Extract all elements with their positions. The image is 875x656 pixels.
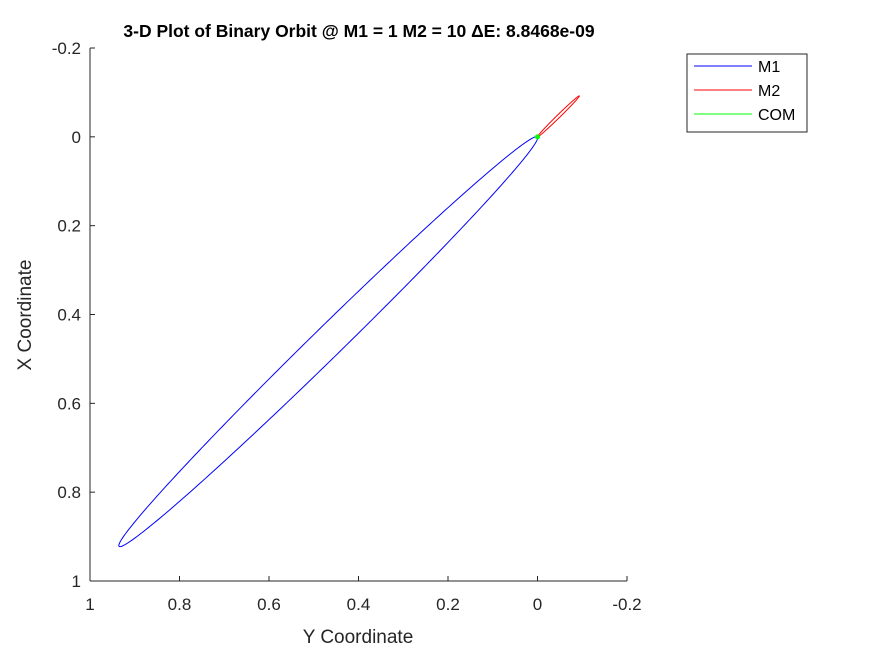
y-tick-label: 0.4 — [57, 306, 81, 325]
x-tick-label: 0.6 — [257, 595, 281, 614]
x-ticks: 1 0.8 0.6 0.4 0.2 0 -0.2 — [85, 576, 642, 614]
y-tick-label: -0.2 — [52, 39, 81, 58]
x-tick-label: 0.4 — [347, 595, 371, 614]
y-axis-label: X Coordinate — [15, 260, 36, 371]
legend: M1 M2 COM — [686, 53, 808, 133]
x-axis-label: Y Coordinate — [303, 627, 414, 648]
legend-items: M1 M2 COM — [694, 59, 795, 124]
y-ticks: -0.2 0 0.2 0.4 0.6 0.8 1 — [52, 39, 95, 591]
y-tick-label: 0 — [72, 128, 81, 147]
y-tick-label: 0.2 — [57, 217, 81, 236]
y-tick-label: 0.8 — [57, 483, 81, 502]
series-layer — [118, 95, 580, 548]
x-tick-label: 0 — [533, 595, 542, 614]
x-tick-label: -0.2 — [612, 595, 641, 614]
legend-label-m1: M1 — [758, 59, 780, 76]
y-tick-label: 1 — [72, 572, 81, 591]
chart-title: 3-D Plot of Binary Orbit @ M1 = 1 M2 = 1… — [123, 21, 594, 41]
y-tick-label: 0.6 — [57, 394, 81, 413]
legend-label-m2: M2 — [758, 83, 780, 100]
plot-area: 1 0.8 0.6 0.4 0.2 0 -0.2 -0.2 0 0.2 0.4 0.6 0.8 1 — [52, 39, 642, 614]
legend-label-com: COM — [758, 107, 795, 124]
x-tick-label: 0.8 — [168, 595, 192, 614]
legend-box — [686, 53, 808, 133]
x-tick-label: 0.2 — [436, 595, 460, 614]
com-point — [535, 134, 540, 140]
x-tick-label: 1 — [85, 595, 94, 614]
